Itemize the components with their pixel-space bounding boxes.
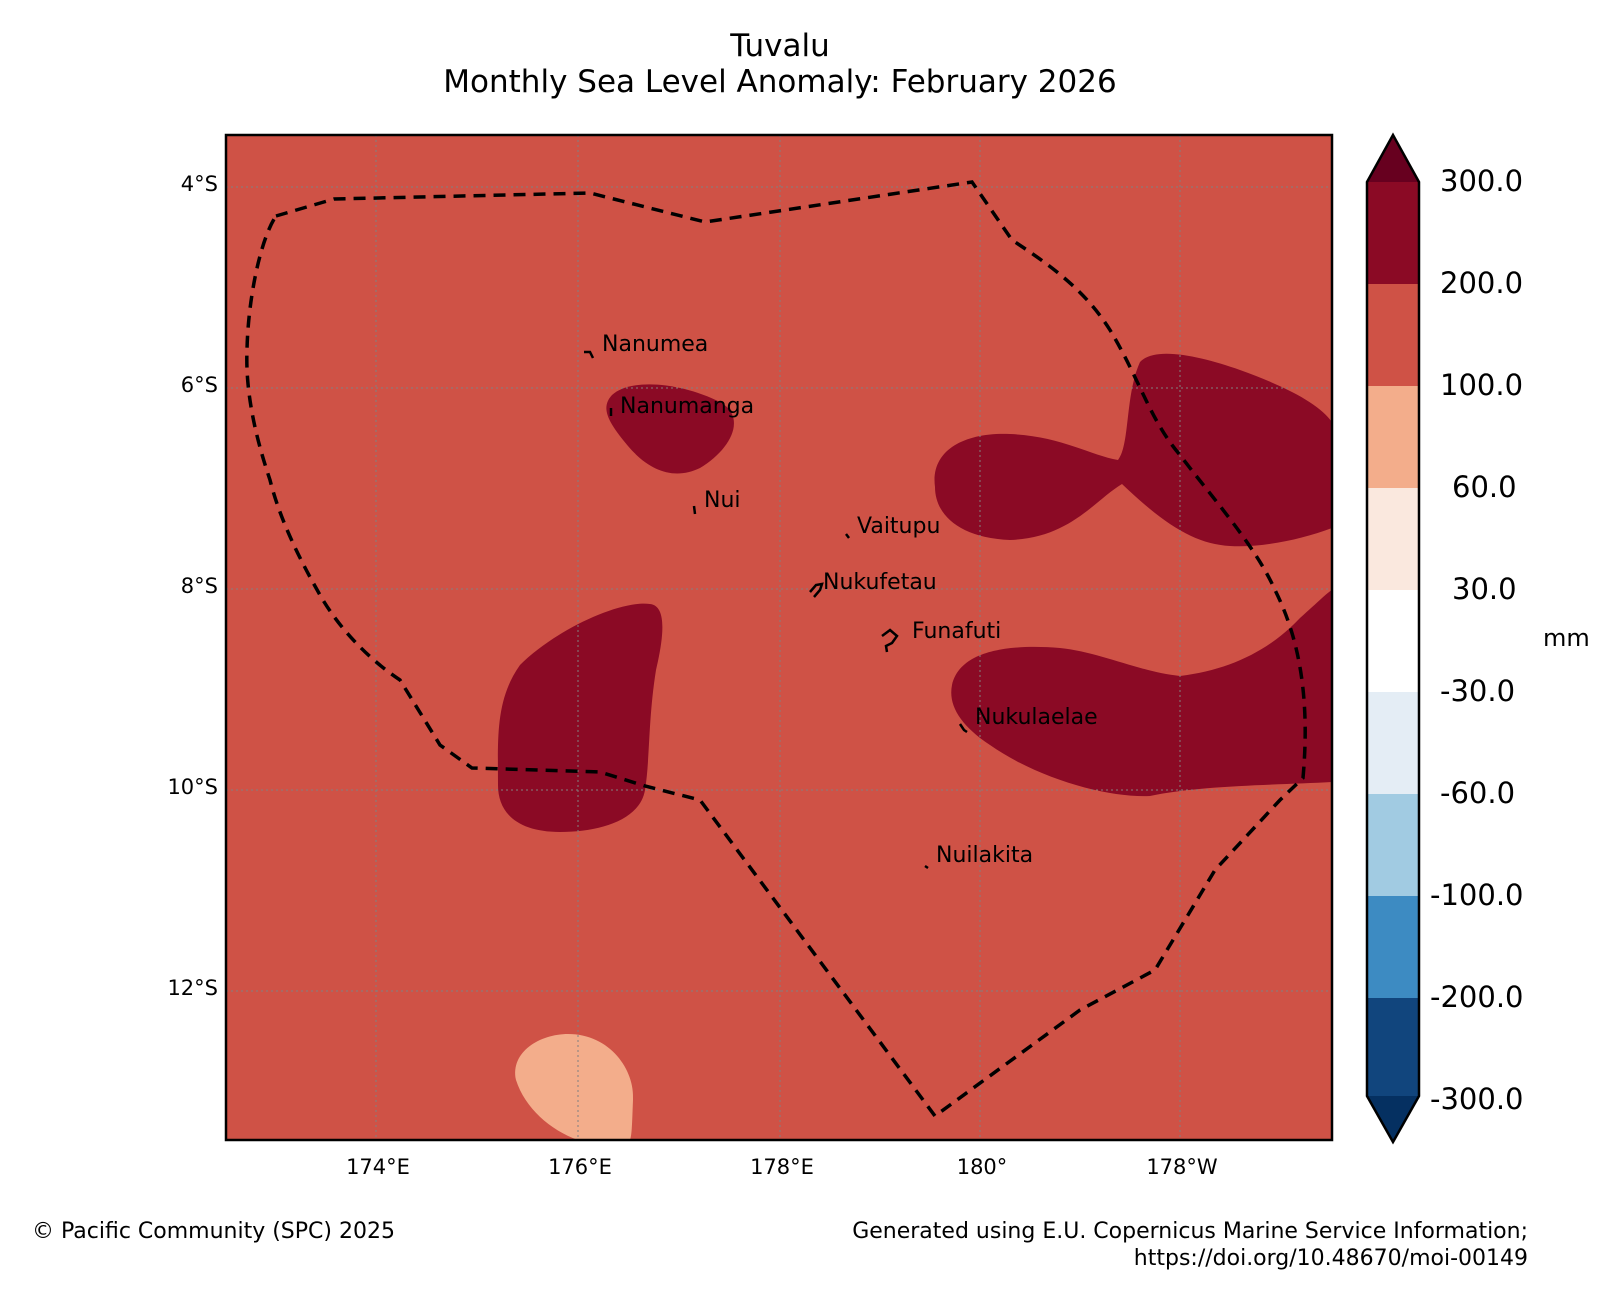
colorbar-label-30: 30.0 [1452,572,1517,606]
island-shape-nukulaelae [958,723,968,734]
map-gridlines [226,135,1332,1140]
island-shape-vaitupu [845,533,850,539]
colorbar-label-100: 100.0 [1440,368,1524,402]
colorbar-band-200-300 [1367,182,1419,284]
anomaly-region-northeast [934,353,1332,547]
anomaly-region-south [515,1034,634,1140]
colorbar [1365,132,1421,1145]
data-source-line2: https://doi.org/10.48670/moi-00149 [1133,1246,1528,1271]
island-label-nukulaelae: Nukulaelae [975,705,1098,730]
island-label-nanumanga: Nanumanga [620,394,754,419]
anomaly-region-southeast [951,590,1332,797]
colorbar-band-neg100-neg60 [1367,794,1419,896]
colorbar-band-30-60 [1367,488,1419,590]
lat-label-8s: 8°S [180,574,218,598]
anomaly-region-nanumanga [606,384,734,474]
colorbar-band-60-100 [1367,386,1419,488]
colorbar-outline [1365,132,1421,1145]
colorbar-band-neg300-neg200 [1367,998,1419,1096]
colorbar-label-neg300: -300.0 [1430,1082,1524,1116]
anomaly-region-west [497,603,663,832]
colorbar-band-100-200 [1367,284,1419,386]
lat-label-12s: 12°S [167,976,218,1000]
colorbar-band-neg30-30 [1367,590,1419,692]
island-shape-nukufetau [809,582,824,598]
colorbar-label-neg60: -60.0 [1440,776,1516,810]
colorbar-label-200: 200.0 [1440,266,1524,300]
island-shapes [584,350,968,870]
colorbar-label-neg200: -200.0 [1430,980,1524,1014]
map-title: Tuvalu [730,28,830,64]
map-subtitle: Monthly Sea Level Anomaly: February 2026 [443,64,1117,100]
lon-label-180: 180° [956,1155,1008,1179]
colorbar-band-neg60-neg30 [1367,692,1419,794]
colorbar-label-neg30: -30.0 [1440,674,1516,708]
lon-label-178e: 178°E [750,1155,814,1179]
colorbar-label-300: 300.0 [1440,164,1524,198]
island-shape-funafuti [881,628,899,653]
island-label-nanumea: Nanumea [602,332,708,357]
eez-boundary [245,180,1307,1119]
island-shape-nanumea [584,350,595,359]
island-shape-nui [692,505,697,515]
island-shape-nuilakita [924,864,929,870]
lat-label-4s: 4°S [180,172,218,196]
colorbar-unit: mm [1543,624,1590,652]
island-label-funafuti: Funafuti [912,619,1001,644]
colorbar-bottom-extension [1367,1096,1419,1142]
lat-label-6s: 6°S [180,373,218,397]
island-label-nui: Nui [704,488,741,513]
island-label-nukufetau: Nukufetau [823,570,937,595]
colorbar-band-neg200-neg100 [1367,896,1419,998]
lat-label-10s: 10°S [167,775,218,799]
island-label-vaitupu: Vaitupu [857,514,940,539]
lon-label-178w: 178°W [1146,1155,1218,1179]
map-frame [224,133,1334,1142]
colorbar-top-extension [1367,135,1419,182]
copyright-notice: © Pacific Community (SPC) 2025 [32,1219,395,1244]
lon-label-174e: 174°E [346,1155,410,1179]
map-background [226,135,1332,1140]
island-label-nuilakita: Nuilakita [936,843,1033,868]
lon-label-176e: 176°E [548,1155,612,1179]
colorbar-label-neg100: -100.0 [1430,878,1524,912]
data-source-line1: Generated using E.U. Copernicus Marine S… [852,1219,1528,1244]
colorbar-label-60: 60.0 [1452,470,1517,504]
